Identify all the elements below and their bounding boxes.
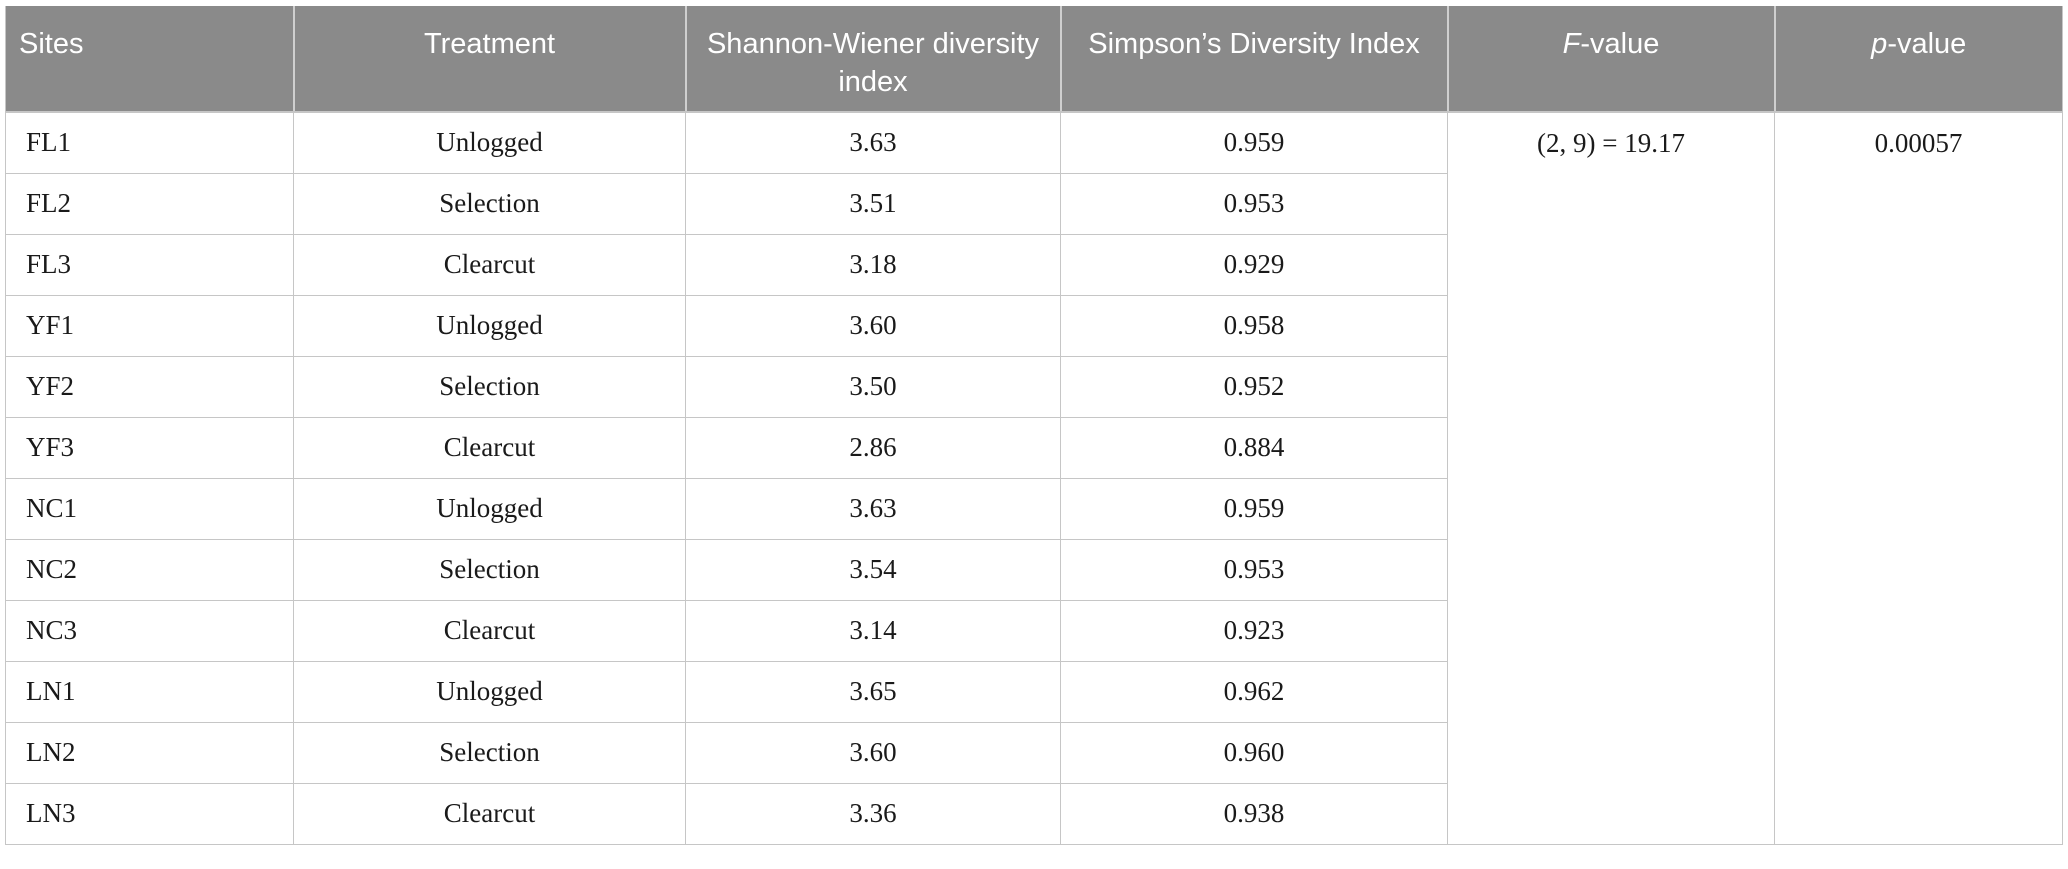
- table-row: LN3 Clearcut 3.36 0.938: [5, 782, 2063, 845]
- site-cell: LN3: [5, 782, 294, 845]
- site-cell: YF2: [5, 355, 294, 418]
- table-row: LN2 Selection 3.60 0.960: [5, 721, 2063, 784]
- treatment-cell: Selection: [293, 721, 686, 784]
- shannon-index-cell: 3.65: [685, 660, 1061, 723]
- simpson-index-cell: 0.952: [1060, 355, 1448, 418]
- diversity-table-container: Sites Treatment Shannon-Wiener diversity…: [5, 6, 2063, 845]
- column-header-simpson: Simpson’s Diversity Index: [1059, 6, 1448, 113]
- simpson-index-cell: 0.929: [1060, 233, 1448, 296]
- simpson-index-cell: 0.953: [1060, 172, 1448, 235]
- shannon-index-cell: 3.51: [685, 172, 1061, 235]
- shannon-index-cell: 3.63: [685, 477, 1061, 540]
- site-cell: NC2: [5, 538, 294, 601]
- site-cell: NC1: [5, 477, 294, 540]
- treatment-cell: Clearcut: [293, 599, 686, 662]
- p-value-cell: 0.00057: [1774, 111, 2063, 845]
- table-row: FL3 Clearcut 3.18 0.929: [5, 233, 2063, 296]
- treatment-cell: Unlogged: [293, 477, 686, 540]
- shannon-index-cell: 3.63: [685, 111, 1061, 174]
- f-value-italic-letter: F: [1562, 28, 1581, 60]
- table-row: YF3 Clearcut 2.86 0.884: [5, 416, 2063, 479]
- shannon-index-cell: 3.50: [685, 355, 1061, 418]
- site-cell: FL1: [5, 111, 294, 174]
- column-header-treatment: Treatment: [292, 6, 686, 113]
- table-row: NC1 Unlogged 3.63 0.959: [5, 477, 2063, 540]
- simpson-index-cell: 0.953: [1060, 538, 1448, 601]
- simpson-index-cell: 0.962: [1060, 660, 1448, 723]
- diversity-table: Sites Treatment Shannon-Wiener diversity…: [5, 6, 2063, 845]
- treatment-cell: Unlogged: [293, 294, 686, 357]
- treatment-cell: Clearcut: [293, 782, 686, 845]
- site-cell: FL2: [5, 172, 294, 235]
- site-cell: YF3: [5, 416, 294, 479]
- shannon-index-cell: 3.54: [685, 538, 1061, 601]
- header-row: Sites Treatment Shannon-Wiener diversity…: [5, 6, 2063, 113]
- column-header-f-value: F-value: [1446, 6, 1775, 113]
- treatment-cell: Clearcut: [293, 233, 686, 296]
- table-row: NC3 Clearcut 3.14 0.923: [5, 599, 2063, 662]
- table-row: FL1 Unlogged 3.63 0.959 (2, 9) = 19.17 0.…: [5, 111, 2063, 845]
- shannon-index-cell: 3.14: [685, 599, 1061, 662]
- simpson-index-cell: 0.884: [1060, 416, 1448, 479]
- column-header-shannon: Shannon-Wiener diversity index: [684, 6, 1061, 113]
- treatment-cell: Selection: [293, 538, 686, 601]
- site-cell: LN2: [5, 721, 294, 784]
- shannon-index-cell: 3.36: [685, 782, 1061, 845]
- p-value-italic-letter: p: [1871, 28, 1888, 60]
- column-header-p-value: p-value: [1773, 6, 2063, 113]
- shannon-index-cell: 3.60: [685, 294, 1061, 357]
- p-value-suffix: -value: [1887, 28, 1967, 60]
- treatment-cell: Clearcut: [293, 416, 686, 479]
- treatment-cell: Unlogged: [293, 111, 686, 174]
- shannon-index-cell: 3.18: [685, 233, 1061, 296]
- f-value-cell: (2, 9) = 19.17: [1447, 111, 1775, 845]
- table-row: FL2 Selection 3.51 0.953: [5, 172, 2063, 235]
- table-row: YF1 Unlogged 3.60 0.958: [5, 294, 2063, 357]
- site-cell: FL3: [5, 233, 294, 296]
- site-cell: NC3: [5, 599, 294, 662]
- table-body: FL1 Unlogged 3.63 0.959 (2, 9) = 19.17 0.…: [5, 111, 2063, 845]
- simpson-index-cell: 0.959: [1060, 477, 1448, 540]
- simpson-index-cell: 0.959: [1060, 111, 1448, 174]
- treatment-cell: Unlogged: [293, 660, 686, 723]
- table-row: NC2 Selection 3.54 0.953: [5, 538, 2063, 601]
- simpson-index-cell: 0.960: [1060, 721, 1448, 784]
- simpson-index-cell: 0.938: [1060, 782, 1448, 845]
- column-header-sites: Sites: [5, 6, 294, 113]
- treatment-cell: Selection: [293, 355, 686, 418]
- simpson-index-cell: 0.923: [1060, 599, 1448, 662]
- site-cell: YF1: [5, 294, 294, 357]
- f-value-suffix: -value: [1580, 28, 1660, 60]
- site-cell: LN1: [5, 660, 294, 723]
- shannon-index-cell: 2.86: [685, 416, 1061, 479]
- table-header: Sites Treatment Shannon-Wiener diversity…: [5, 6, 2063, 113]
- treatment-cell: Selection: [293, 172, 686, 235]
- shannon-index-cell: 3.60: [685, 721, 1061, 784]
- simpson-index-cell: 0.958: [1060, 294, 1448, 357]
